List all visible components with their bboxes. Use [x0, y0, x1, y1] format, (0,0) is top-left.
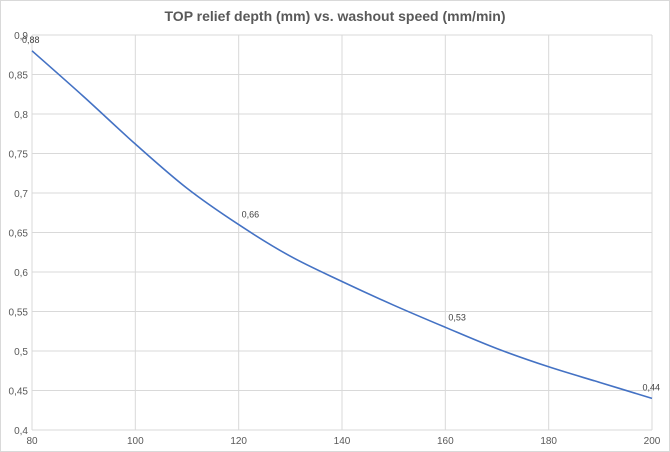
x-tick-label: 160: [437, 436, 454, 447]
data-label: 0,66: [242, 210, 260, 220]
y-tick-label: 0,75: [9, 150, 29, 161]
x-tick-label: 140: [334, 436, 351, 447]
data-label: 0,53: [448, 312, 466, 322]
y-tick-label: 0,55: [9, 308, 29, 319]
data-label: 0,88: [22, 35, 40, 45]
y-tick-label: 0,5: [14, 347, 28, 358]
chart-title: TOP relief depth (mm) vs. washout speed …: [164, 8, 506, 24]
data-label: 0,44: [642, 382, 660, 392]
data-labels: 0,88 0,66 0,53 0,44: [22, 35, 660, 393]
x-tick-label: 180: [540, 436, 557, 447]
x-tick-label: 80: [26, 436, 38, 447]
x-tick-label: 100: [127, 436, 144, 447]
y-tick-label: 0,6: [14, 268, 28, 279]
y-tick-label: 0,9: [14, 31, 28, 42]
y-tick-label: 0,7: [14, 189, 28, 200]
y-tick-label: 0,65: [9, 229, 29, 240]
y-tick-label: 0,4: [14, 426, 28, 437]
y-tick-label: 0,85: [9, 71, 29, 82]
x-tick-label: 120: [230, 436, 247, 447]
axis-labels: 0,4 0,45 0,5 0,55 0,6 0,65 0,7 0,75 0,8 0,85 0,9 80…: [9, 31, 661, 447]
x-tick-label: 200: [644, 436, 661, 447]
series-line: [31, 50, 653, 400]
y-tick-label: 0,8: [14, 110, 28, 121]
grid-lines: [31, 34, 653, 431]
series-layer: [31, 50, 653, 400]
y-tick-label: 0,45: [9, 387, 29, 398]
